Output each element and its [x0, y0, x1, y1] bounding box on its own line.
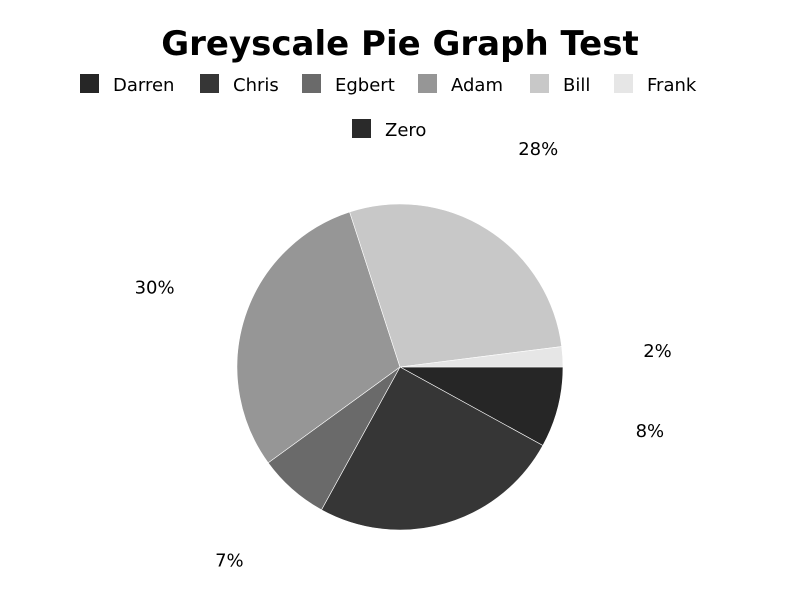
legend-swatch-zero: [352, 119, 371, 138]
pie-slices: [236, 203, 564, 531]
legend-swatch-egbert: [302, 74, 321, 93]
legend-swatch-bill: [530, 74, 549, 93]
pie-slice-bill: [349, 203, 563, 368]
legend-swatch-darren: [80, 74, 99, 93]
legend-label-zero: Zero: [385, 120, 426, 141]
data-label-darren: 8%: [636, 421, 665, 442]
legend-swatch-frank: [614, 74, 633, 93]
legend-label-frank: Frank: [647, 75, 697, 96]
legend-label-bill: Bill: [563, 75, 590, 96]
data-label-adam: 30%: [135, 277, 175, 298]
legend-label-adam: Adam: [451, 75, 503, 96]
data-label-bill: 28%: [518, 139, 558, 160]
data-label-frank: 2%: [643, 341, 672, 362]
data-label-egbert: 7%: [215, 551, 244, 572]
legend: Darren Chris Egbert Adam Bill Frank Zero: [80, 74, 697, 141]
legend-label-egbert: Egbert: [335, 75, 395, 96]
legend-swatch-adam: [418, 74, 437, 93]
legend-swatch-chris: [200, 74, 219, 93]
pie-slice-frank: [399, 346, 564, 368]
chart-title: Greyscale Pie Graph Test: [161, 24, 638, 64]
pie-slice-chris: [321, 366, 544, 531]
pie-slice-adam: [236, 211, 401, 464]
legend-label-chris: Chris: [233, 75, 279, 96]
data-labels: 8%25%7%30%28%2%: [135, 139, 672, 572]
legend-label-darren: Darren: [113, 75, 174, 96]
